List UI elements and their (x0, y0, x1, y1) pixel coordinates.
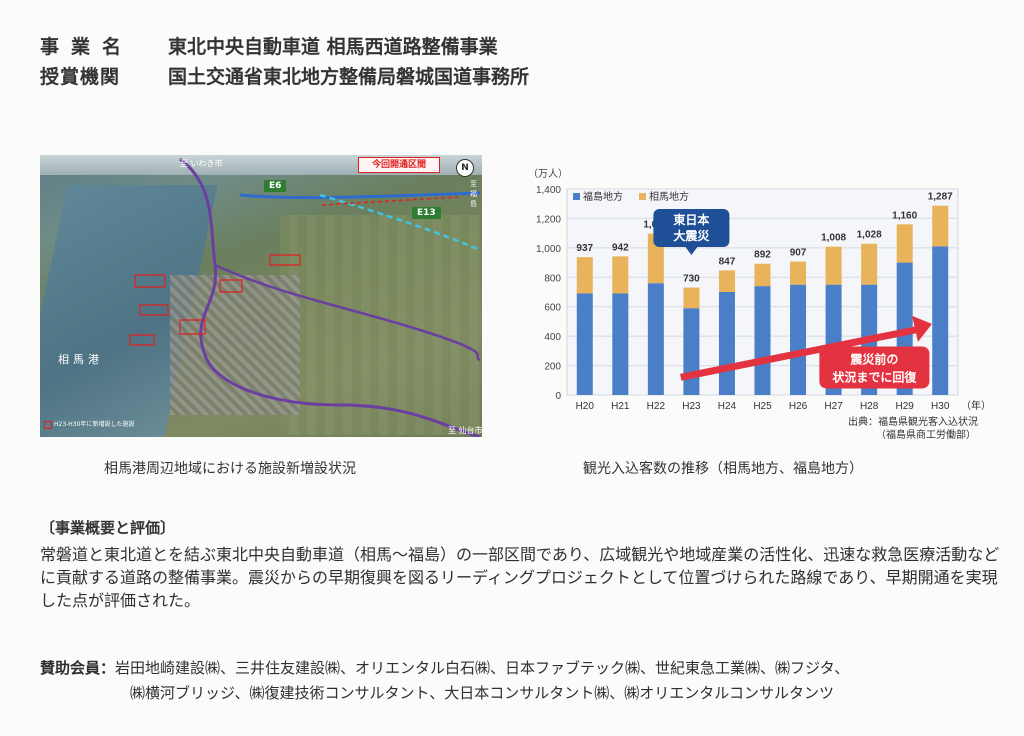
route-purple-2 (214, 263, 481, 362)
total-label: 942 (612, 242, 629, 253)
x-tick-label: H24 (718, 401, 737, 412)
bar-fukushima (647, 283, 664, 395)
photo-legend-text: H23-H30年に新増設した施設 (54, 421, 135, 428)
recovery-callout-line1: 震災前の (850, 351, 898, 366)
summary-title: 〔事業概要と評価〕 (40, 519, 176, 537)
source-line1: 出典：福島県観光客入込状況 (848, 415, 978, 428)
tourism-chart: 0 200 400 600 800 1,000 1,200 1,400 （万人） 937 H20 94… (510, 165, 990, 450)
x-tick-label: H23 (682, 401, 701, 412)
sponsors: 賛助会員：岩田地崎建設㈱、三井住友建設㈱、オリエンタル白石㈱、日本ファブテック㈱… (40, 656, 1000, 706)
total-label: 1,028 (857, 230, 882, 241)
recovery-callout-line2: 状況までに回復 (832, 369, 917, 384)
x-tick-label: H26 (789, 401, 808, 412)
bar-soma (718, 270, 735, 292)
bar-soma (896, 224, 913, 263)
y-tick-label: 400 (544, 332, 561, 343)
open-section-line (321, 196, 459, 206)
bar-soma (576, 257, 593, 294)
legend-label-soma: 相馬地方 (649, 190, 689, 203)
x-tick-label: H27 (824, 401, 843, 412)
award-org: 国土交通省東北地方整備局磐城国道事務所 (168, 66, 530, 88)
bar-fukushima (683, 308, 700, 395)
x-tick-label: H20 (576, 401, 595, 412)
photo-legend: H23-H30年に新増設した施設 (44, 419, 134, 429)
total-label: 1,008 (821, 233, 846, 244)
quake-callout (653, 209, 730, 255)
bar-soma (612, 256, 629, 294)
route-overlay (129, 157, 481, 437)
bar-soma (825, 246, 842, 285)
source-line2: （福島県商工労働部） (876, 428, 976, 441)
total-label: 730 (683, 274, 700, 285)
award-label: 授賞機関 (40, 66, 121, 88)
x-tick-label: H22 (647, 401, 666, 412)
summary-text: 常磐道と東北道とを結ぶ東北中央自動車道（相馬～福島）の一部区間であり、広域観光や… (40, 545, 1000, 610)
legend-swatch-soma (639, 193, 646, 200)
y-tick-label: 0 (555, 391, 561, 402)
legend-label-fukushima: 福島地方 (583, 190, 623, 203)
aerial-photo: 至 いわき市 至 仙台市 至 福島 今回開通区間 E6 E13 相馬港 H23-… (40, 155, 482, 437)
sponsors-line2: ㈱横河ブリッジ、㈱復建技術コンサルタント、大日本コンサルタント㈱、㈱オリエンタル… (130, 684, 834, 702)
project-label: 事業名 (40, 36, 134, 58)
chart-svg: 0 200 400 600 800 1,000 1,200 1,400 （万人） 937 H20 94… (528, 168, 990, 441)
quake-callout-line1: 東日本 (673, 212, 709, 227)
y-tick-label: 200 (544, 362, 561, 373)
x-tick-label: H25 (753, 401, 772, 412)
photo-fields (280, 215, 480, 435)
bar-fukushima (790, 284, 807, 395)
total-label: 847 (719, 256, 736, 267)
total-label: 1,160 (892, 210, 917, 221)
open-section-label: 今回開通区間 (358, 157, 440, 173)
to-sendai-label: 至 仙台市 (448, 426, 482, 435)
project-row: 事業名 東北中央自動車道 相馬西道路整備事業 (40, 32, 498, 59)
recovery-callout (819, 346, 930, 389)
north-arrow-icon: N (456, 159, 474, 177)
total-label: 907 (790, 248, 807, 259)
recovery-arrow-head (912, 315, 933, 342)
route-e6 (239, 191, 481, 200)
port-label: 相馬港 (58, 353, 103, 366)
y-axis-label: （万人） (528, 168, 568, 180)
bar-soma (683, 287, 700, 309)
chart-caption: 観光入込客数の推移（相馬地方、福島地方） (583, 461, 863, 477)
y-tick-label: 600 (544, 303, 561, 314)
x-tick-label: H21 (611, 401, 630, 412)
total-label: 892 (754, 250, 771, 261)
project-name: 東北中央自動車道 相馬西道路整備事業 (168, 36, 498, 58)
bar-fukushima (932, 246, 949, 395)
to-fukushima-label: 至 福島 (470, 180, 477, 208)
y-tick-label: 1,200 (536, 214, 561, 225)
to-iwaki-label: 至 いわき市 (180, 159, 223, 168)
legend-swatch-fukushima (573, 193, 580, 200)
bar-fukushima (754, 286, 771, 395)
recovery-arrow-shaft (680, 326, 917, 381)
y-tick-label: 1,400 (536, 185, 561, 196)
total-label: 937 (576, 243, 593, 254)
sponsors-line1: 岩田地崎建設㈱、三井住友建設㈱、オリエンタル白石㈱、日本ファブテック㈱、世紀東急… (115, 659, 850, 677)
photo-caption: 相馬港周辺地域における施設新増設状況 (104, 461, 356, 477)
x-tick-label: H30 (931, 401, 950, 412)
total-label: 1,287 (928, 192, 953, 203)
x-tick-label: H28 (860, 401, 879, 412)
legend-square-icon (44, 420, 52, 429)
bar-fukushima (612, 293, 629, 395)
award-row: 授賞機関 国土交通省東北地方整備局磐城国道事務所 (40, 62, 529, 89)
bar-fukushima (576, 293, 593, 395)
y-tick-label: 800 (544, 273, 561, 284)
bar-fukushima (718, 292, 735, 395)
photo-urban-area (170, 275, 300, 415)
e6-sign: E6 (264, 180, 287, 192)
quake-callout-line2: 大震災 (673, 228, 710, 243)
route-purple (179, 157, 481, 437)
bar-soma (790, 261, 807, 285)
bar-soma (754, 263, 771, 287)
e13-sign: E13 (412, 207, 441, 219)
bar-soma (861, 243, 878, 285)
facility-markers (129, 254, 301, 346)
bar-soma (932, 205, 949, 247)
x-axis-label: （年） (961, 399, 990, 412)
y-tick-label: 1,000 (536, 244, 561, 255)
sponsors-label: 賛助会員： (40, 659, 116, 677)
x-tick-label: H29 (896, 401, 915, 412)
